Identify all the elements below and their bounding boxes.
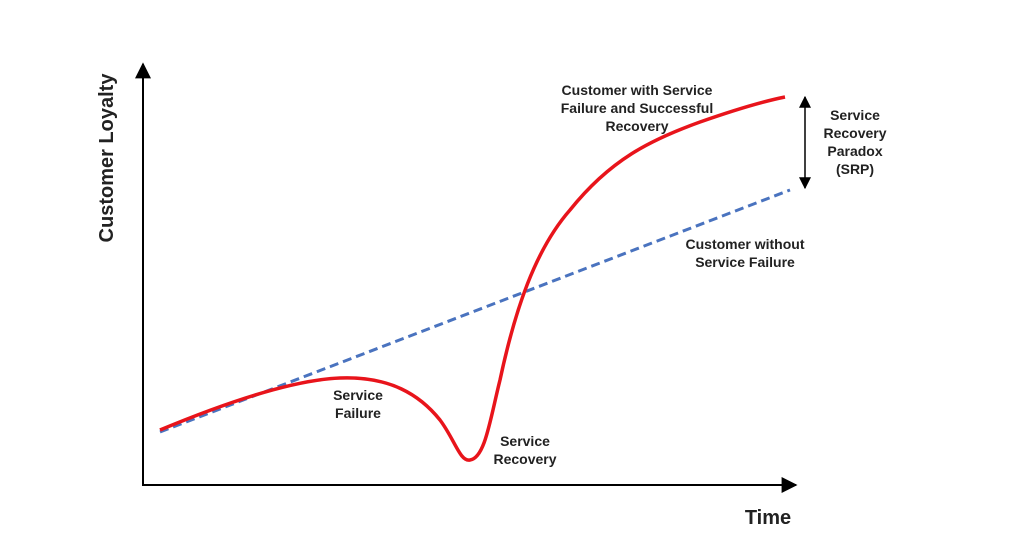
- x-axis-label: Time: [745, 507, 791, 529]
- annotation-line: (SRP): [836, 161, 874, 177]
- annotation-line: Failure and Successful: [561, 100, 714, 116]
- annotation-line: Recovery: [493, 451, 556, 467]
- annotation-line: Service: [500, 433, 550, 449]
- annotation-line: Customer without: [686, 236, 805, 252]
- annotation-line: Failure: [335, 405, 381, 421]
- annotation-line: Recovery: [605, 118, 668, 134]
- annotation-line: Service Failure: [695, 254, 795, 270]
- annotation-line: Customer with Service: [562, 82, 713, 98]
- annotation-line: Service: [830, 107, 880, 123]
- annotation-line: Service: [333, 387, 383, 403]
- annotation-line: Paradox: [827, 143, 882, 159]
- annotation-line: Recovery: [823, 125, 886, 141]
- recovery-curve: [159, 95, 786, 462]
- y-axis-label: Customer Loyalty: [96, 73, 118, 243]
- labels: Customer with Service Failure and Success…: [333, 82, 887, 467]
